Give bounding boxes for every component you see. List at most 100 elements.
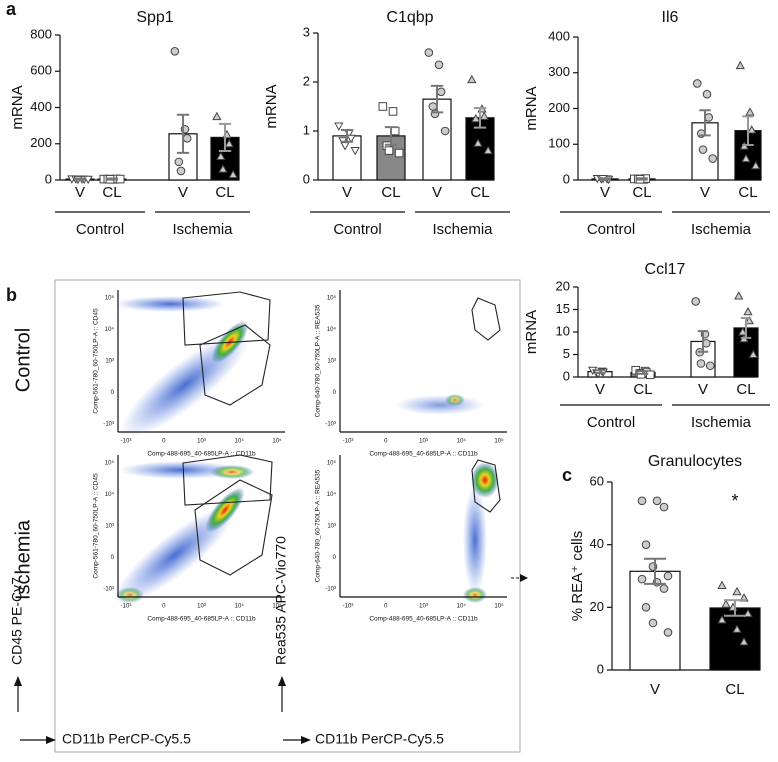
- flow-y-tick: 0: [333, 555, 337, 561]
- data-point: [212, 111, 222, 121]
- data-point: [637, 574, 647, 584]
- data-point: [659, 502, 669, 512]
- error-bar: [599, 177, 611, 181]
- data-point: [741, 153, 751, 163]
- chart-title: Granulocytes: [648, 453, 742, 470]
- data-point: [479, 111, 489, 120]
- flow-x-tick: 10⁴: [457, 603, 467, 610]
- error-bar: [105, 177, 119, 181]
- x-tick-label: V: [600, 184, 610, 201]
- flow-x-tick: -10³: [121, 604, 132, 610]
- y-tick-label: 5: [563, 346, 570, 361]
- flow-y-tick: -10³: [103, 422, 114, 428]
- error-bar: [340, 129, 354, 143]
- y-tick-label: 3: [303, 24, 310, 39]
- arrowhead: [278, 676, 286, 686]
- error-bar: [473, 106, 487, 129]
- flow-y-tick: 0: [111, 555, 115, 561]
- flow-y-tick: 10⁵: [327, 295, 337, 302]
- flow-x-tick: 0: [384, 604, 388, 610]
- flow-y-tick: 10⁵: [327, 460, 337, 467]
- data-point: [698, 145, 708, 154]
- flow-y-label: Comp-561-780_60-750LP-A :: CD45: [93, 473, 100, 579]
- data-point: [692, 79, 702, 88]
- flow-x-tick: -10³: [121, 439, 132, 445]
- x-tick-label: CL: [633, 381, 652, 398]
- data-point: [440, 126, 450, 136]
- flow-x-tick: 10⁵: [272, 438, 282, 445]
- data-point: [388, 107, 398, 116]
- flow-x-tick: 10⁴: [457, 438, 467, 445]
- flow-x-tick: 0: [384, 439, 388, 445]
- panel-label: b: [6, 285, 17, 305]
- data-point: [224, 138, 234, 148]
- data-point: [218, 164, 228, 173]
- chart-title: Il6: [662, 9, 679, 26]
- flow-plot-ischemia-rea: [463, 459, 501, 603]
- flow-y-tick: 10⁵: [105, 460, 115, 467]
- flow-x-tick: 10³: [197, 604, 206, 610]
- y-tick-label: 0: [563, 368, 570, 383]
- flow-y-tick: 0: [333, 390, 337, 396]
- data-point: [696, 359, 706, 368]
- y-tick-label: 60: [590, 473, 604, 488]
- arrowhead: [14, 676, 22, 686]
- flow-y-tick: 10⁴: [105, 326, 115, 333]
- y-tick-label: 600: [30, 63, 52, 78]
- data-point: [334, 122, 344, 131]
- x-tick-label: CL: [102, 184, 121, 201]
- x-tick-label: V: [432, 184, 442, 201]
- data-point: [384, 146, 394, 155]
- data-point: [663, 628, 673, 637]
- flow-x-tick: 0: [162, 439, 166, 445]
- x-tick-label: V: [342, 184, 352, 201]
- flow-y-tick: 10⁴: [105, 491, 115, 498]
- error-bar: [644, 557, 666, 585]
- flow-y-tick: 10⁴: [327, 326, 337, 333]
- group-label: Control: [333, 221, 381, 238]
- data-point: [743, 608, 753, 618]
- flow-y-label: Comp-640-780_60-750LP-A :: REA535: [315, 469, 322, 582]
- y-axis-title: mRNA: [263, 84, 280, 128]
- y-tick-label: 20: [556, 278, 570, 293]
- flow-y-tick: -10³: [325, 587, 336, 593]
- data-point: [390, 126, 400, 136]
- data-point: [732, 586, 742, 596]
- row-label: Control: [12, 328, 34, 392]
- group-label: Control: [587, 221, 635, 238]
- arrowhead: [46, 736, 56, 744]
- y-tick-label: 0: [45, 171, 52, 186]
- data-point: [708, 154, 718, 163]
- error-bar: [742, 115, 754, 146]
- flow-y-tick: 10⁵: [105, 295, 115, 302]
- flow-x-tick: -10³: [343, 604, 354, 610]
- x-tick-label: V: [75, 184, 85, 201]
- data-point: [378, 102, 388, 111]
- arrowhead: [520, 574, 528, 582]
- group-label: Ischemia: [432, 221, 493, 238]
- flow-y-tick: -10³: [103, 587, 114, 593]
- group-label: Control: [76, 221, 124, 238]
- y-tick-label: 200: [30, 135, 52, 150]
- data-point: [483, 145, 493, 155]
- axis-title: CD11b PerCP-Cy5.5: [315, 731, 444, 747]
- data-point: [228, 169, 238, 179]
- y-tick-label: 15: [556, 301, 570, 316]
- y-tick-label: 40: [590, 536, 604, 551]
- data-point: [350, 147, 360, 156]
- data-point: [751, 160, 761, 170]
- y-tick-label: 0: [597, 661, 604, 676]
- data-point: [216, 151, 226, 160]
- error-bar: [176, 113, 190, 154]
- x-tick-label: CL: [381, 184, 400, 201]
- flow-x-tick: 0: [162, 604, 166, 610]
- panel-label: c: [562, 465, 572, 485]
- bar: [709, 607, 761, 671]
- data-point: [717, 580, 727, 589]
- data-point: [182, 134, 192, 143]
- flow-frame: [54, 279, 521, 753]
- x-tick-label: CL: [632, 184, 651, 201]
- data-point: [663, 571, 673, 581]
- y-tick-label: 300: [548, 64, 570, 79]
